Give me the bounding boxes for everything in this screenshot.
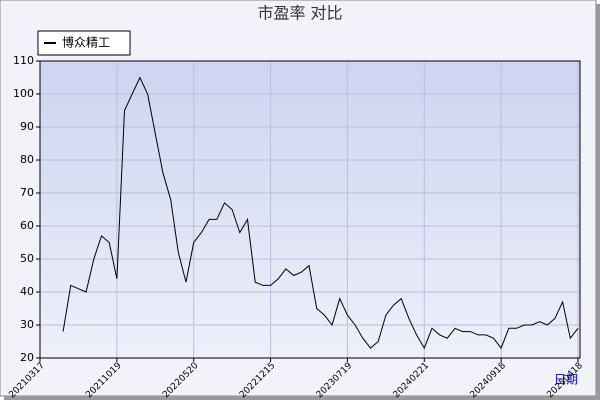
y-tick-label: 40 [20, 285, 34, 298]
shadow [596, 4, 600, 400]
line-series [62, 76, 579, 350]
y-tick-label: 90 [20, 120, 34, 133]
shadow [4, 396, 600, 400]
chart-title: 市盈率 对比 [257, 4, 342, 23]
legend-label: 博众精工 [62, 35, 110, 50]
y-tick-label: 80 [20, 153, 34, 166]
x-axis-label: 日期 [554, 373, 578, 387]
plot-area [40, 61, 580, 358]
y-tick-label: 110 [13, 54, 34, 67]
plot-border [39, 60, 581, 359]
y-tick-label: 70 [20, 186, 34, 199]
y-tick-label: 20 [20, 351, 34, 364]
y-tick-label: 100 [13, 87, 34, 100]
y-tick-label: 30 [20, 318, 34, 331]
y-tick-label: 50 [20, 252, 34, 265]
y-tick-label: 60 [20, 219, 34, 232]
